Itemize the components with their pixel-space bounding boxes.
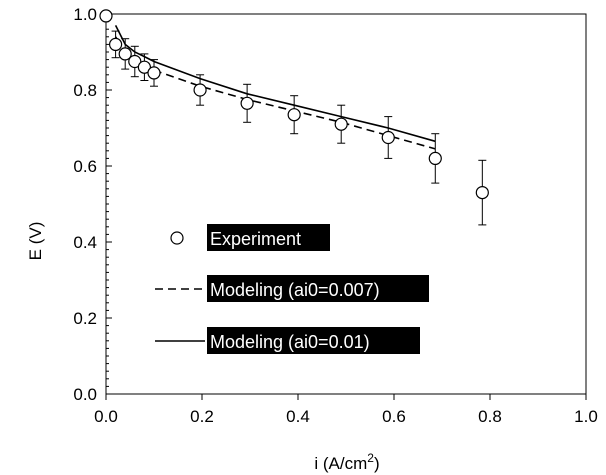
x-axis-title: i (A/cm2) — [314, 451, 379, 473]
experiment-point — [334, 117, 348, 131]
y-tick-label: 0.4 — [73, 233, 97, 252]
y-tick-label: 0.8 — [73, 81, 97, 100]
legend-marker-circle — [170, 231, 184, 245]
legend-label: Experiment — [210, 229, 301, 249]
error-bars — [111, 30, 487, 226]
experiment-point — [108, 37, 123, 52]
x-tick-label: 0.4 — [286, 407, 310, 426]
experiment-points — [99, 9, 489, 200]
y-tick-labels: 0.0 0.2 0.4 0.6 0.8 1.0 — [73, 5, 97, 404]
experiment-point — [287, 108, 301, 122]
y-axis-title: E (V) — [26, 222, 45, 261]
model-lines — [114, 25, 436, 150]
y-tick-label: 0.0 — [73, 385, 97, 404]
legend-label-bg — [207, 327, 420, 354]
y-tick-label: 0.6 — [73, 157, 97, 176]
x-tick-label: 0.8 — [478, 407, 502, 426]
experiment-point — [475, 186, 489, 200]
experiment-point — [240, 96, 254, 110]
x-tick-label: 0.0 — [94, 407, 118, 426]
experiment-point — [381, 130, 395, 145]
plot-axes — [105, 13, 587, 400]
x-axis-title-sup: 2 — [367, 451, 374, 465]
experiment-point — [428, 151, 442, 165]
x-tick-label: 0.2 — [190, 407, 214, 426]
experiment-point — [99, 9, 113, 23]
x-axis-title-end: ) — [374, 454, 380, 473]
experiment-point — [118, 47, 132, 61]
experiment-point — [147, 66, 161, 80]
y-tick-label: 1.0 — [73, 5, 97, 24]
experiment-point — [128, 54, 142, 69]
legend-label: Modeling (ai0=0.007) — [210, 280, 380, 300]
legend-label-bg — [207, 224, 330, 251]
legend-label: Modeling (ai0=0.01) — [210, 332, 370, 352]
legend-label-bg — [207, 275, 429, 302]
x-tick-label: 1.0 — [574, 407, 598, 426]
legend: Experiment Modeling (ai0=0.007) Modeling (… — [155, 224, 429, 354]
experiment-point — [193, 83, 207, 97]
x-axis-title-main: i (A/cm — [314, 454, 367, 473]
y-tick-label: 0.2 — [73, 309, 97, 328]
x-tick-labels: 0.0 0.2 0.4 0.6 0.8 1.0 — [94, 407, 598, 426]
model-line-ai0-0.01 — [114, 25, 436, 143]
experiment-point — [137, 60, 151, 74]
x-tick-label: 0.6 — [382, 407, 406, 426]
